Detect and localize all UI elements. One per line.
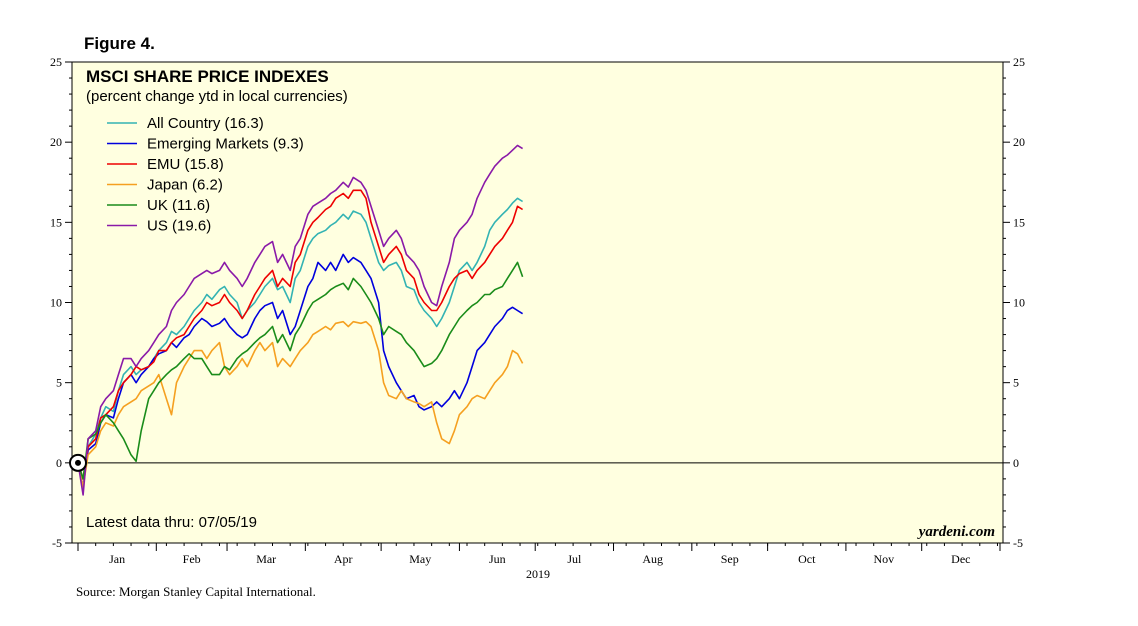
x-month-label: Mar <box>256 552 276 566</box>
y-tick-label-left: 10 <box>50 296 62 310</box>
y-tick-label-right: -5 <box>1013 536 1023 550</box>
series-line-4 <box>77 261 524 480</box>
legend-label-0: All Country (16.3) <box>147 115 264 132</box>
legend: All Country (16.3) Emerging Markets (9.3)… <box>107 115 304 235</box>
x-month-label: Feb <box>183 552 201 566</box>
y-tick-label-right: 10 <box>1013 296 1025 310</box>
series-line-3 <box>77 320 524 488</box>
x-month-label: Jan <box>109 552 125 566</box>
x-month-label: Aug <box>642 552 663 566</box>
y-tick-label-right: 0 <box>1013 456 1019 470</box>
legend-label-4: UK (11.6) <box>147 197 210 214</box>
x-month-label: Dec <box>951 552 970 566</box>
latest-data-note: Latest data thru: 07/05/19 <box>86 514 257 531</box>
y-tick-label-left: 15 <box>50 215 62 229</box>
y-tick-label-right: 5 <box>1013 376 1019 390</box>
y-tick-label-left: 5 <box>56 376 62 390</box>
y-tick-label-left: 25 <box>50 55 62 69</box>
legend-label-3: Japan (6.2) <box>147 177 223 194</box>
x-month-label: Nov <box>873 552 894 566</box>
series-line-1 <box>77 253 524 488</box>
y-tick-label-right: 20 <box>1013 135 1025 149</box>
y-tick-label-left: 0 <box>56 456 62 470</box>
brand-label: yardeni.com <box>917 524 995 540</box>
x-month-label: Jul <box>567 552 582 566</box>
y-tick-label-left: 20 <box>50 135 62 149</box>
source-note: Source: Morgan Stanley Capital Internati… <box>76 584 316 599</box>
legend-label-5: US (19.6) <box>147 218 211 235</box>
x-month-label: May <box>409 552 431 566</box>
year-label: 2019 <box>526 567 550 581</box>
x-month-label: Oct <box>798 552 816 566</box>
chart-title: MSCI SHARE PRICE INDEXES <box>86 67 329 86</box>
origin-marker-dot <box>75 459 81 466</box>
x-month-label: Apr <box>334 552 353 566</box>
y-tick-label-left: -5 <box>52 536 62 550</box>
x-month-label: Jun <box>489 552 506 566</box>
x-month-label: Sep <box>721 552 739 566</box>
y-tick-label-right: 15 <box>1013 215 1025 229</box>
series-line-2 <box>77 189 524 480</box>
legend-label-2: EMU (15.8) <box>147 156 224 173</box>
y-tick-label-right: 25 <box>1013 55 1025 69</box>
plot-background <box>71 61 1004 544</box>
legend-label-1: Emerging Markets (9.3) <box>147 136 304 153</box>
figure-label: Figure 4. <box>84 34 155 53</box>
series-line-5 <box>77 144 524 496</box>
chart-subtitle: (percent change ytd in local currencies) <box>86 88 348 105</box>
